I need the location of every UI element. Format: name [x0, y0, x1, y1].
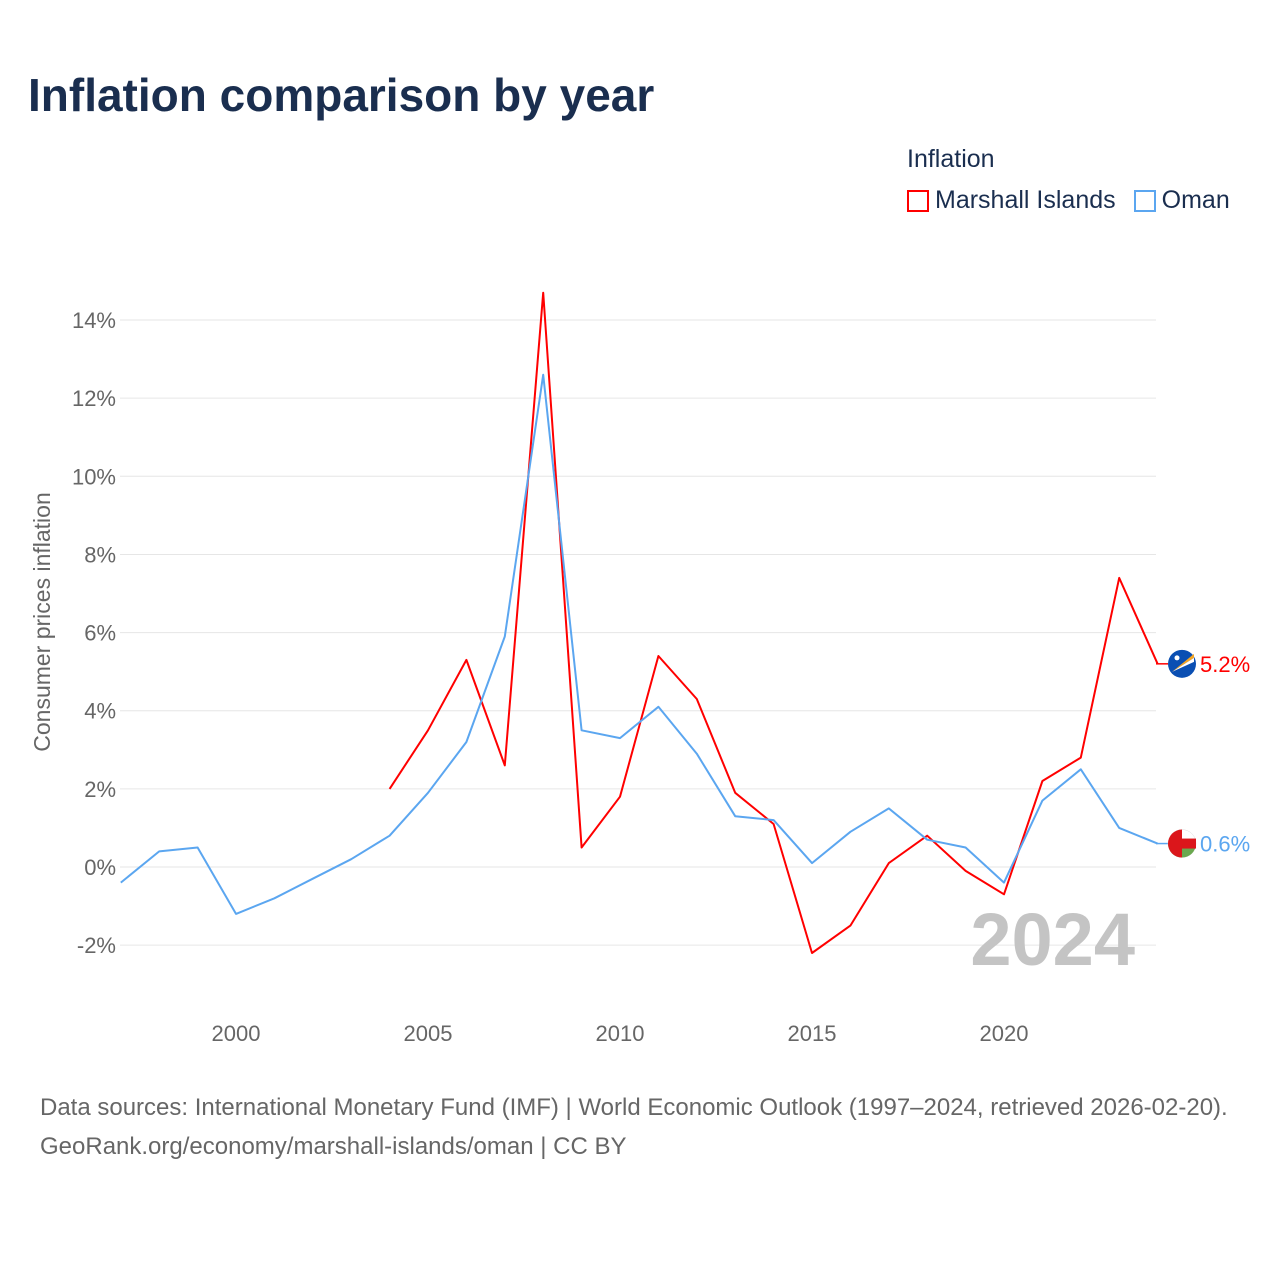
chart-title: Inflation comparison by year [28, 69, 655, 121]
flag-stripe [1172, 653, 1194, 672]
x-tick-label: 2015 [788, 1021, 837, 1046]
x-tick-label: 2010 [596, 1021, 645, 1046]
legend-item-marshall-islands[interactable]: Marshall Islands [907, 186, 1116, 215]
source-link[interactable]: GeoRank.org/economy/marshall-islands/oma… [40, 1133, 627, 1160]
y-tick-label: 4% [84, 699, 116, 724]
y-tick-label: 0% [84, 855, 116, 880]
legend-label: Oman [1161, 186, 1230, 214]
flag-stripe [1180, 838, 1196, 849]
x-tick-label: 2005 [404, 1021, 453, 1046]
end-value-label-marshall-islands: 5.2% [1200, 652, 1250, 677]
legend-item-oman[interactable]: Oman [1133, 186, 1230, 215]
legend-swatch-marshall-islands [907, 189, 929, 212]
x-tick-label: 2000 [212, 1021, 261, 1046]
y-tick-label: 14% [72, 308, 116, 333]
legend: Marshall Islands Oman [907, 186, 1248, 215]
y-tick-label: 10% [72, 464, 116, 489]
legend-swatch-oman [1133, 189, 1156, 212]
flag-stripe [1172, 657, 1194, 672]
flag-star [1174, 655, 1180, 661]
flag-stripe [1168, 829, 1182, 858]
end-value-label-oman: 0.6% [1200, 832, 1250, 857]
legend-label: Marshall Islands [935, 186, 1116, 214]
footer: Data sources: International Monetary Fun… [40, 1088, 1250, 1166]
series-line-oman [120, 373, 1158, 915]
x-tick-label: 2020 [980, 1021, 1029, 1046]
data-sources: Data sources: International Monetary Fun… [40, 1094, 1228, 1121]
legend-title: Inflation [907, 145, 995, 173]
year-watermark: 2024 [970, 898, 1135, 981]
y-tick-label: 12% [72, 386, 116, 411]
y-tick-label: 8% [84, 542, 116, 567]
y-axis-label: Consumer prices inflation [29, 492, 55, 752]
y-tick-label: 6% [84, 621, 116, 646]
y-tick-label: 2% [84, 777, 116, 802]
series-line-marshall-islands [388, 291, 1159, 954]
y-tick-label: -2% [77, 933, 116, 958]
